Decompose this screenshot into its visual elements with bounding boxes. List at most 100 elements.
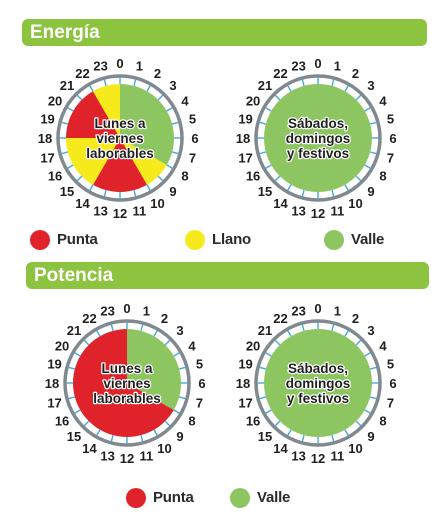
hour-label: 9 [169,184,176,199]
hour-label: 3 [367,78,374,93]
hour-label: 21 [258,323,272,338]
punta-color-dot [126,488,146,508]
hour-label: 13 [100,448,114,463]
hour-label: 4 [379,94,387,109]
hour-label: 12 [311,206,325,221]
legend-label-valle: Valle [351,231,385,248]
hour-tick [110,324,114,332]
hour-label: 0 [123,301,130,316]
hour-label: 12 [311,451,325,466]
legend-label-punta: Punta [153,489,194,506]
hour-label: 7 [387,395,394,410]
hour-tick [274,420,281,427]
hour-label: 8 [188,414,195,429]
hour-tick [355,339,362,346]
hour-tick [83,420,90,427]
hour-label: 23 [93,59,107,74]
hour-tick [344,85,349,92]
hour-label: 17 [238,150,252,165]
punta-color-dot [30,230,50,250]
hour-tick [344,184,349,191]
hour-tick [67,107,74,112]
hour-label: 7 [196,395,203,410]
hour-label: 12 [113,206,127,221]
hour-label: 9 [367,429,374,444]
hour-label: 19 [238,357,252,372]
hour-label: 5 [196,357,203,372]
hour-label: 10 [157,441,171,456]
hour-tick [76,175,83,182]
hour-tick [259,121,267,125]
segment-llano [66,138,120,185]
dial-caption-line: domingos [286,131,351,146]
hour-label: 21 [60,78,74,93]
hour-tick [76,94,83,101]
hour-tick [331,324,335,332]
legend-label-llano: Llano [212,231,251,248]
hour-tick [140,434,144,442]
segment-valle [264,84,372,192]
hour-label: 20 [55,339,69,354]
hour-label: 9 [176,429,183,444]
hour-tick [166,107,173,112]
hour-label: 23 [291,59,305,74]
valle-color-dot [324,230,344,250]
dial-caption-line: viernes [103,376,150,391]
hour-tick [287,85,292,92]
hour-label: 14 [75,196,90,211]
hour-tick [133,79,137,87]
hour-label: 10 [348,441,362,456]
hour-tick [301,324,305,332]
hour-label: 6 [389,131,396,146]
hour-label: 0 [116,56,123,71]
hour-tick [173,409,180,414]
hour-label: 20 [48,94,62,109]
hour-label: 20 [246,339,260,354]
hour-label: 3 [169,78,176,93]
hour-label: 2 [161,311,168,326]
hour-label: 13 [93,203,107,218]
hour-tick [301,189,305,197]
dial-caption-line: viernes [96,131,143,146]
dial-caption-line: y festivos [287,391,349,406]
hour-tick [265,107,272,112]
hour-tick [110,434,114,442]
hour-label: 5 [387,357,394,372]
hour-label: 18 [38,131,52,146]
hour-label: 18 [45,376,59,391]
hour-label: 0 [314,56,321,71]
hour-tick [259,396,267,400]
hour-label: 8 [379,414,386,429]
hour-tick [364,164,371,169]
hour-tick [178,396,186,400]
hour-label: 3 [367,323,374,338]
hour-label: 16 [246,414,260,429]
hour-tick [287,184,292,191]
hour-label: 19 [47,357,61,372]
potencia-legend: Punta Valle [126,488,366,510]
hour-label: 11 [133,203,147,218]
hour-label: 14 [273,196,288,211]
hour-tick [164,420,171,427]
segment-llano [93,84,120,138]
hour-tick [67,164,74,169]
segment-valle [264,329,372,437]
hour-tick [364,107,371,112]
hour-label: 1 [334,59,341,74]
hour-label: 15 [258,429,272,444]
hour-label: 14 [273,441,288,456]
hour-label: 4 [188,339,196,354]
hour-label: 22 [273,311,287,326]
hour-tick [89,85,94,92]
hour-tick [265,352,272,357]
hour-label: 22 [82,311,96,326]
hour-tick [103,79,107,87]
hour-tick [369,151,377,155]
hour-tick [164,339,171,346]
hour-label: 4 [379,339,387,354]
hour-label: 15 [67,429,81,444]
hour-tick [173,352,180,357]
dial-caption-line: y festivos [287,146,349,161]
